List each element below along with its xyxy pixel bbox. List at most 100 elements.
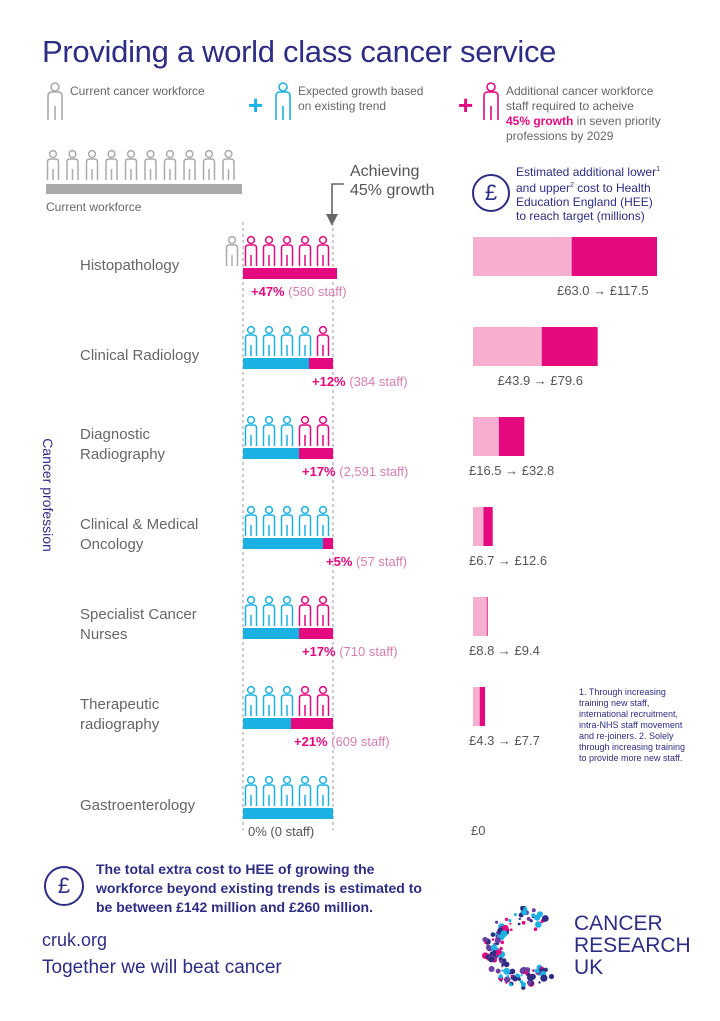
- legend-expected-line1: Expected growth based: [298, 84, 424, 98]
- logo-dot: [526, 916, 531, 921]
- person-icon: [244, 685, 258, 716]
- person-icon: [262, 775, 276, 806]
- category-label: Clinical & Medical Oncology: [80, 515, 198, 555]
- page-title: Providing a world class cancer service: [42, 34, 557, 69]
- logo-dot: [531, 913, 535, 917]
- additional-growth-bar: [291, 718, 333, 729]
- cost-label: £8.8 → £9.4: [469, 643, 540, 658]
- growth-label: +47% (580 staff): [251, 284, 347, 299]
- logo-dot: [512, 976, 518, 982]
- growth-label: +12% (384 staff): [312, 374, 408, 389]
- logo-dot: [531, 908, 536, 913]
- person-icon: [183, 149, 196, 180]
- category-label-line: Diagnostic: [80, 426, 151, 443]
- logo-dot: [504, 917, 509, 922]
- cost-header-text1: Estimated additional lower: [516, 165, 657, 179]
- logo-dot: [509, 983, 513, 987]
- growth-label: +17% (2,591 staff): [302, 464, 408, 479]
- category-label-line: Histopathology: [80, 257, 180, 274]
- logo-dot: [500, 940, 505, 945]
- cost-label: £4.3 → £7.7: [469, 733, 540, 748]
- logo-dot: [501, 969, 504, 972]
- person-icon: [124, 149, 138, 180]
- logo-dot: [521, 920, 526, 925]
- plus-icon: +: [458, 90, 474, 120]
- additional-growth-bar: [323, 538, 333, 549]
- expected-growth-bar: [243, 628, 299, 639]
- category-label: Therapeutic radiography: [80, 695, 159, 735]
- person-icon: [280, 505, 294, 536]
- cost-header-line4: to reach target (millions): [516, 209, 645, 223]
- logo-dot: [490, 932, 496, 937]
- cost-lower-bar: [473, 687, 480, 726]
- category-label: Gastroenterology: [80, 796, 195, 816]
- cost-upper-bar: [541, 327, 598, 366]
- category-label: Clinical Radiology: [80, 346, 199, 366]
- logo-dot: [504, 976, 511, 983]
- logo-dot: [498, 974, 503, 979]
- legend-additional-line4: professions by 2029: [506, 129, 614, 143]
- logo-dot: [521, 985, 526, 990]
- cost-upper-bar: [486, 597, 488, 636]
- achieving-annotation: Achieving 45% growth: [350, 162, 435, 200]
- person-icon: [105, 149, 118, 180]
- person-icon: [316, 325, 330, 356]
- workforce-chart: [225, 222, 657, 830]
- achieving-line2: 45% growth: [350, 182, 435, 199]
- legend-additional-line2: staff required to acheive: [506, 99, 634, 113]
- logo-dot: [510, 928, 513, 931]
- cost-label: £0: [471, 823, 486, 838]
- person-icon: [280, 325, 294, 356]
- person-icon: [244, 325, 258, 356]
- footnote: 1. Through increasing training new staff…: [579, 687, 686, 763]
- growth-percent: 0%: [248, 824, 267, 839]
- logo-dot: [513, 913, 517, 917]
- logo-dot: [500, 930, 508, 937]
- person-icon: [244, 505, 258, 536]
- logo-dot: [505, 981, 508, 984]
- person-icon: [244, 775, 258, 806]
- person-icon: [316, 595, 330, 626]
- logo-dot: [508, 919, 512, 923]
- growth-label: 0% (0 staff): [248, 824, 314, 839]
- logo-dot: [543, 967, 548, 972]
- cost-label: £6.7 → £12.6: [469, 553, 548, 568]
- expected-growth-bar: [243, 448, 299, 459]
- person-icon: [280, 685, 294, 716]
- cost-label: £16.5 → £32.8: [469, 463, 555, 478]
- logo-dot: [534, 914, 541, 921]
- person-icon: [225, 235, 239, 266]
- growth-percent: +12%: [312, 374, 346, 389]
- current-workforce-bar: [46, 184, 242, 194]
- legend-expected-line2: on existing trend: [298, 99, 387, 113]
- cruk-logo-icon: [482, 906, 555, 990]
- person-icon: [262, 505, 276, 536]
- logo-dot: [494, 949, 501, 956]
- logo-dot: [500, 979, 503, 982]
- person-icon: [298, 595, 312, 626]
- category-label-line: Gastroenterology: [80, 797, 196, 814]
- category-label-line: Clinical & Medical: [80, 516, 199, 533]
- growth-staff: (710 staff): [335, 644, 398, 659]
- cost-label: £63.0 → £117.5: [557, 283, 649, 298]
- person-icon: [316, 235, 330, 266]
- legend-additional-line1: Additional cancer workforce: [506, 84, 654, 98]
- growth-percent: +17%: [302, 464, 336, 479]
- logo-dot: [533, 927, 538, 931]
- person-icon: [298, 775, 312, 806]
- logo-dot: [526, 980, 532, 986]
- additional-growth-bar: [299, 448, 333, 459]
- person-icon: [262, 595, 276, 626]
- category-label-line: Therapeutic: [80, 696, 160, 713]
- logo-dot: [492, 950, 497, 955]
- growth-staff: (57 staff): [352, 554, 408, 569]
- cost-header-sup1: 1: [656, 166, 660, 173]
- current-workforce-label: Current workforce: [46, 200, 142, 214]
- category-label-line: Radiography: [80, 446, 166, 463]
- achieving-line1: Achieving: [350, 163, 420, 180]
- person-icon: [244, 595, 258, 626]
- logo-dot: [518, 917, 521, 921]
- website-link[interactable]: cruk.org: [42, 930, 108, 950]
- person-icon: [280, 235, 294, 266]
- cost-header: Estimated additional lower1 and upper2 c…: [516, 163, 696, 223]
